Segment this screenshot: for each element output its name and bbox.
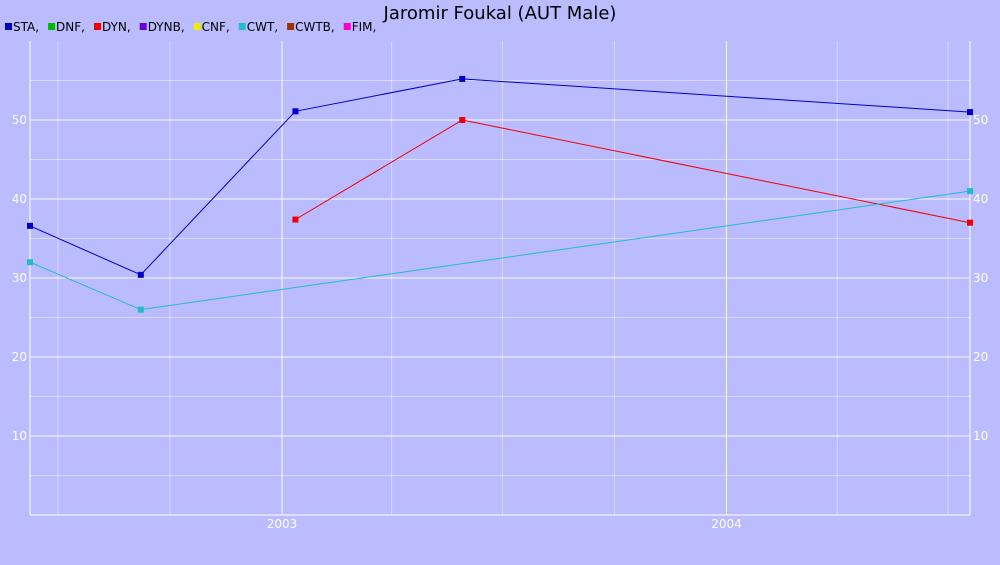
- legend-swatch: [93, 23, 101, 30]
- legend-swatch: [48, 23, 56, 30]
- data-point-sta: [459, 75, 466, 82]
- legend-label: CNF,: [202, 20, 230, 34]
- chart-title: Jaromir Foukal (AUT Male): [383, 3, 617, 24]
- y-tick-label-left: 20: [12, 350, 27, 364]
- legend-label: DYNB,: [148, 20, 185, 34]
- data-point-cwt: [967, 188, 973, 195]
- data-point-dyn: [292, 216, 299, 223]
- y-tick-label-left: 10: [12, 429, 27, 443]
- data-point-sta: [292, 108, 299, 115]
- y-tick-label-right: 20: [973, 350, 988, 364]
- legend-swatch: [139, 23, 147, 30]
- data-point-cwt: [137, 306, 144, 313]
- y-tick-label-right: 10: [973, 429, 988, 443]
- data-point-dyn: [459, 117, 466, 123]
- series-layer: [27, 75, 973, 313]
- legend-label: FIM,: [352, 20, 377, 34]
- data-point-sta: [137, 271, 144, 278]
- legend-swatch: [238, 23, 246, 30]
- legend-label: STA,: [13, 20, 39, 34]
- legend-label: CWT,: [247, 20, 278, 34]
- y-tick-label-right: 30: [973, 271, 988, 285]
- legend-swatch: [343, 23, 351, 30]
- data-point-cwt: [27, 259, 33, 266]
- y-tick-label-left: 30: [12, 271, 27, 285]
- grid: [30, 41, 970, 515]
- legend-label: DNF,: [56, 20, 85, 34]
- y-tick-label-left: 50: [12, 113, 27, 127]
- legend: STA, DNF, DYN, DYNB, CNF, CWT, CWTB, FIM,: [5, 20, 376, 34]
- legend-swatch: [5, 23, 12, 30]
- x-tick-label: 2003: [267, 517, 298, 531]
- y-tick-label-left: 40: [12, 192, 27, 206]
- legend-swatch: [193, 23, 201, 30]
- x-tick-label: 2004: [711, 517, 742, 531]
- legend-swatch: [287, 23, 295, 30]
- data-point-sta: [967, 109, 973, 116]
- axes: 10 10 20 20 30 30 40 40 50 50 2003 2004: [12, 41, 988, 531]
- legend-label: DYN,: [102, 20, 131, 34]
- y-tick-label-right: 40: [973, 192, 988, 206]
- legend-label: CWTB,: [295, 20, 335, 34]
- data-point-dyn: [967, 219, 973, 226]
- y-tick-label-right: 50: [973, 113, 988, 127]
- data-point-sta: [27, 222, 33, 229]
